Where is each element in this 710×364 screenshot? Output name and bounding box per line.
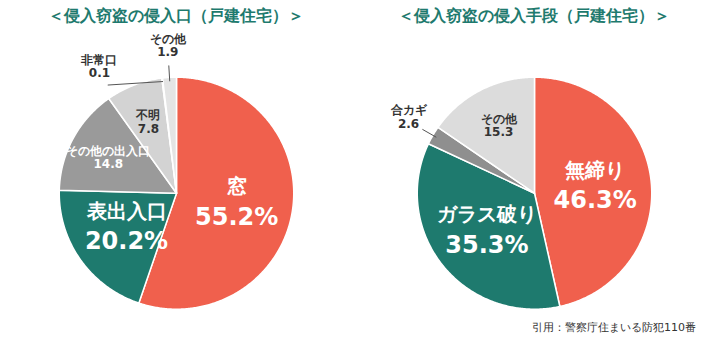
svg-text:55.2%: 55.2% [195,203,278,231]
svg-text:35.3%: 35.3% [445,231,528,259]
html-text:＜侵入窃盗の侵入口（戸建住宅）＞: ＜侵入窃盗の侵入口（戸建住宅）＞ [48,6,304,25]
svg-text:その他15.3: その他15.3 [481,112,518,139]
svg-text:その他の出入口14.8: その他の出入口14.8 [66,144,150,171]
svg-text:非常口0.1: 非常口0.1 [80,53,117,80]
svg-text:ガラス破り: ガラス破り [437,202,537,226]
svg-text:窓: 窓 [227,174,247,198]
svg-text:合カギ2.6: 合カギ2.6 [390,103,428,130]
svg-text:46.3%: 46.3% [553,186,636,214]
html-text:引用：警察庁住まいる防犯110番: 引用：警察庁住まいる防犯110番 [532,321,696,334]
svg-text:表出入口: 表出入口 [86,199,167,223]
svg-text:その他1.9: その他1.9 [150,32,187,59]
svg-text:20.2%: 20.2% [85,227,168,255]
html-text:＜侵入窃盗の侵入手段（戸建住宅）＞: ＜侵入窃盗の侵入手段（戸建住宅）＞ [398,6,670,25]
svg-text:不明7.8: 不明7.8 [135,108,160,135]
svg-text:無締り: 無締り [564,158,625,182]
